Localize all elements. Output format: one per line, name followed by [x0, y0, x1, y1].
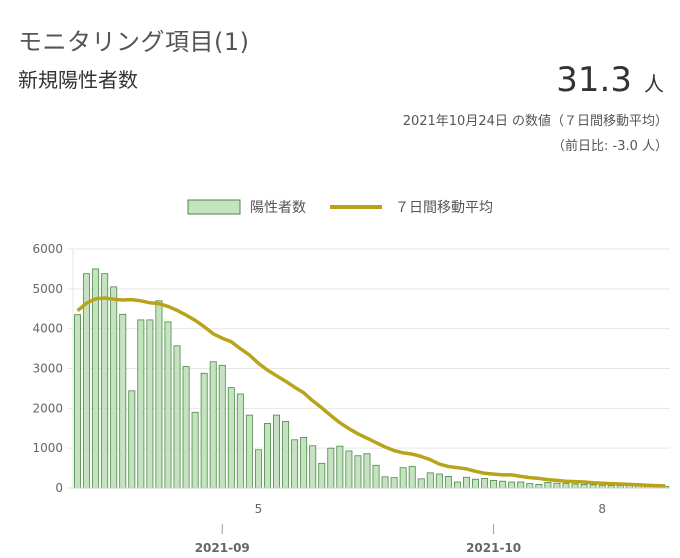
- bar[interactable]: [463, 476, 470, 489]
- bar[interactable]: [363, 453, 371, 489]
- bar[interactable]: [562, 483, 570, 489]
- x-tick-label: 8: [598, 502, 606, 516]
- legend-line-label[interactable]: ７日間移動平均: [395, 200, 493, 216]
- current-value: 31.3 人: [556, 60, 664, 100]
- page-title: モニタリング項目(1): [18, 28, 250, 56]
- bar[interactable]: [245, 414, 253, 489]
- y-tick-label: 5000: [32, 282, 63, 296]
- bar[interactable]: [218, 364, 226, 489]
- bar[interactable]: [264, 423, 271, 489]
- current-value-number: 31.3: [556, 60, 632, 100]
- x-axis: 5 8 2021-09 2021-10: [73, 487, 670, 555]
- bar[interactable]: [372, 464, 380, 489]
- bar[interactable]: [535, 484, 543, 489]
- y-axis-ticks: 0 1000 2000 3000 4000 5000 6000: [32, 242, 63, 495]
- bar[interactable]: [490, 480, 498, 489]
- bar[interactable]: [155, 300, 163, 489]
- bar[interactable]: [526, 483, 534, 489]
- bar[interactable]: [182, 366, 190, 489]
- bar[interactable]: [318, 462, 326, 489]
- moving-average-line[interactable]: [76, 296, 666, 488]
- bar[interactable]: [128, 390, 136, 489]
- bar[interactable]: [336, 445, 344, 489]
- bar[interactable]: [517, 481, 525, 489]
- legend-bar-label[interactable]: 陽性者数: [250, 200, 306, 216]
- bar[interactable]: [137, 319, 145, 489]
- value-diff-note: （前日比: -3.0 人）: [551, 139, 668, 154]
- bar[interactable]: [399, 467, 407, 489]
- bar[interactable]: [209, 361, 217, 489]
- bar[interactable]: [580, 484, 588, 489]
- y-tick-label: 4000: [32, 322, 63, 336]
- bar[interactable]: [444, 476, 452, 489]
- line-series: [76, 296, 666, 488]
- bar[interactable]: [291, 439, 299, 489]
- y-tick-label: 0: [55, 481, 63, 495]
- x-month-label: 2021-09: [195, 541, 250, 555]
- bar[interactable]: [354, 455, 362, 489]
- bar[interactable]: [227, 387, 235, 489]
- bar[interactable]: [254, 449, 262, 489]
- bar[interactable]: [191, 411, 199, 489]
- bar[interactable]: [426, 472, 434, 489]
- y-tick-label: 1000: [32, 441, 63, 455]
- bar[interactable]: [408, 466, 416, 489]
- bar[interactable]: [381, 476, 389, 489]
- bar[interactable]: [200, 372, 208, 489]
- bar[interactable]: [236, 393, 244, 489]
- bar[interactable]: [300, 437, 308, 489]
- bar[interactable]: [472, 478, 479, 489]
- bar[interactable]: [74, 314, 81, 489]
- bar[interactable]: [390, 477, 398, 489]
- legend-bar-swatch[interactable]: [187, 199, 241, 215]
- bar[interactable]: [571, 483, 579, 489]
- bar[interactable]: [327, 447, 335, 489]
- page-subtitle: 新規陽性者数: [18, 68, 138, 92]
- current-value-unit: 人: [644, 72, 664, 96]
- bar[interactable]: [544, 482, 552, 489]
- bar[interactable]: [508, 481, 516, 489]
- bar[interactable]: [282, 421, 290, 489]
- bar[interactable]: [101, 273, 109, 489]
- x-tick-label: 5: [255, 502, 263, 516]
- bar[interactable]: [453, 481, 461, 489]
- bar[interactable]: [553, 482, 561, 489]
- bar[interactable]: [309, 445, 317, 489]
- bar[interactable]: [417, 478, 425, 489]
- y-tick-label: 2000: [32, 401, 63, 415]
- bar[interactable]: [110, 286, 118, 489]
- bar[interactable]: [435, 473, 443, 489]
- bar[interactable]: [164, 321, 172, 489]
- y-tick-label: 3000: [32, 362, 63, 376]
- bar[interactable]: [345, 450, 353, 489]
- value-date-note: 2021年10月24日 の数値（７日間移動平均）: [402, 114, 668, 129]
- bar[interactable]: [481, 478, 489, 489]
- bar-series: [74, 268, 669, 489]
- chart-legend: 陽性者数 ７日間移動平均: [187, 199, 493, 216]
- bar[interactable]: [273, 414, 280, 489]
- y-tick-label: 6000: [32, 242, 63, 256]
- bar[interactable]: [146, 319, 154, 489]
- bar[interactable]: [173, 345, 181, 489]
- bar[interactable]: [499, 480, 507, 489]
- bar[interactable]: [119, 313, 127, 489]
- x-month-label: 2021-10: [466, 541, 521, 555]
